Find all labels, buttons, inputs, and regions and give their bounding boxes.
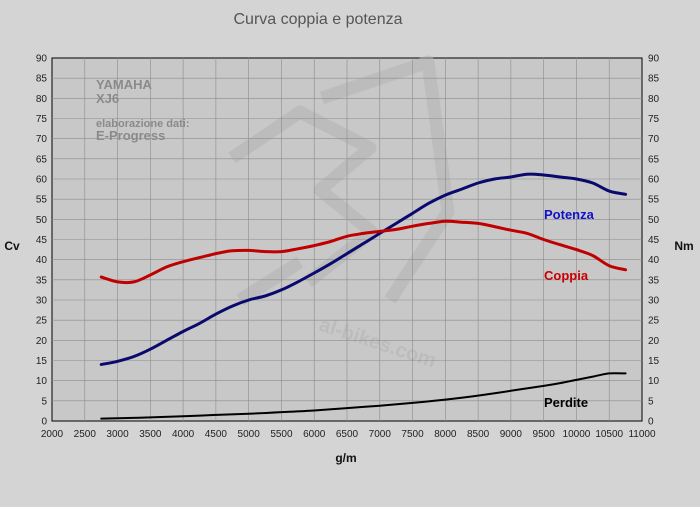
y-axis-label-left: Cv: [4, 239, 20, 253]
y-tick-label-left: 20: [36, 336, 48, 347]
x-tick-label: 5500: [270, 429, 293, 440]
y-tick-label-left: 30: [36, 296, 48, 307]
x-tick-label: 4000: [172, 429, 195, 440]
x-tick-label: 3500: [139, 429, 162, 440]
annotation-brand: YAMAHA: [96, 77, 152, 92]
y-tick-label-right: 50: [648, 215, 660, 226]
y-tick-label-left: 90: [36, 54, 48, 65]
y-tick-label-right: 55: [648, 195, 660, 206]
y-tick-label-left: 35: [36, 275, 48, 286]
y-tick-label-right: 15: [648, 356, 660, 367]
x-tick-label: 2500: [74, 429, 97, 440]
y-tick-label-left: 40: [36, 255, 48, 266]
y-tick-label-right: 35: [648, 275, 660, 286]
y-tick-label-right: 20: [648, 336, 660, 347]
x-tick-label: 3000: [106, 429, 129, 440]
y-axis-label-right: Nm: [674, 239, 693, 253]
x-tick-label: 9000: [500, 429, 523, 440]
series-lines: [99, 172, 628, 420]
y-tick-label-left: 55: [36, 195, 48, 206]
x-tick-label: 6500: [336, 429, 359, 440]
y-tick-label-right: 75: [648, 114, 660, 125]
y-tick-label-left: 80: [36, 94, 48, 105]
annotation-source-name: E-Progress: [96, 128, 165, 143]
y-tick-label-left: 45: [36, 235, 48, 246]
y-tick-label-left: 15: [36, 356, 48, 367]
x-tick-label: 4500: [205, 429, 228, 440]
y-tick-label-left: 5: [41, 396, 47, 407]
x-tick-label: 7500: [401, 429, 424, 440]
x-tick-label: 10500: [595, 429, 623, 440]
y-tick-label-left: 25: [36, 316, 48, 327]
series-line-perdite: [100, 372, 627, 420]
left-axis-ticks: 0 5 10 15 20 25 30 35 40 45 50 55 60 65 70 75 80 85 90: [36, 54, 48, 428]
x-tick-label: 8000: [434, 429, 457, 440]
x-tick-label: 2000: [41, 429, 64, 440]
x-axis-label: g/m: [335, 451, 356, 465]
x-tick-label: 5000: [238, 429, 261, 440]
y-tick-label-left: 70: [36, 134, 48, 145]
y-tick-label-right: 30: [648, 296, 660, 307]
y-tick-label-right: 0: [648, 417, 654, 428]
y-tick-label-right: 80: [648, 94, 660, 105]
y-tick-label-left: 85: [36, 74, 48, 85]
chart-title: Curva coppia e potenza: [234, 11, 403, 28]
y-tick-label-right: 45: [648, 235, 660, 246]
annotation-model: XJ6: [96, 91, 119, 106]
x-axis-ticks: 2000 2500 3000 3500 4000 4500 5000 5500 6000 6500…: [41, 429, 656, 440]
y-tick-label-left: 75: [36, 114, 48, 125]
x-tick-label: 8500: [467, 429, 490, 440]
series-label-potenza: Potenza: [544, 207, 595, 222]
y-tick-label-left: 65: [36, 154, 48, 165]
x-tick-label: 7000: [369, 429, 392, 440]
y-tick-label-right: 60: [648, 175, 660, 186]
series-line-potenza: [99, 172, 628, 366]
y-tick-label-right: 10: [648, 376, 660, 387]
annotation-source-label: elaborazione dati:: [96, 118, 190, 130]
x-tick-label: 6000: [303, 429, 326, 440]
x-tick-label: 10000: [563, 429, 591, 440]
y-tick-label-right: 70: [648, 134, 660, 145]
x-tick-label: 9500: [533, 429, 556, 440]
x-tick-label: 11000: [628, 429, 656, 440]
series-label-perdite: Perdite: [544, 395, 588, 410]
y-tick-label-right: 40: [648, 255, 660, 266]
y-tick-label-left: 0: [41, 417, 47, 428]
y-tick-label-left: 50: [36, 215, 48, 226]
y-tick-label-right: 65: [648, 154, 660, 165]
series-line-coppia: [99, 219, 628, 285]
y-tick-label-right: 90: [648, 54, 660, 65]
right-axis-ticks: 0 5 10 15 20 25 30 35 40 45 50 55 60 65 70 75 80 85 90: [648, 54, 660, 428]
y-tick-label-left: 60: [36, 175, 48, 186]
y-tick-label-right: 85: [648, 74, 660, 85]
y-tick-label-left: 10: [36, 376, 48, 387]
y-tick-label-right: 25: [648, 316, 660, 327]
series-label-coppia: Coppia: [544, 268, 589, 283]
y-tick-label-right: 5: [648, 396, 654, 407]
grid-lines: [52, 58, 642, 421]
